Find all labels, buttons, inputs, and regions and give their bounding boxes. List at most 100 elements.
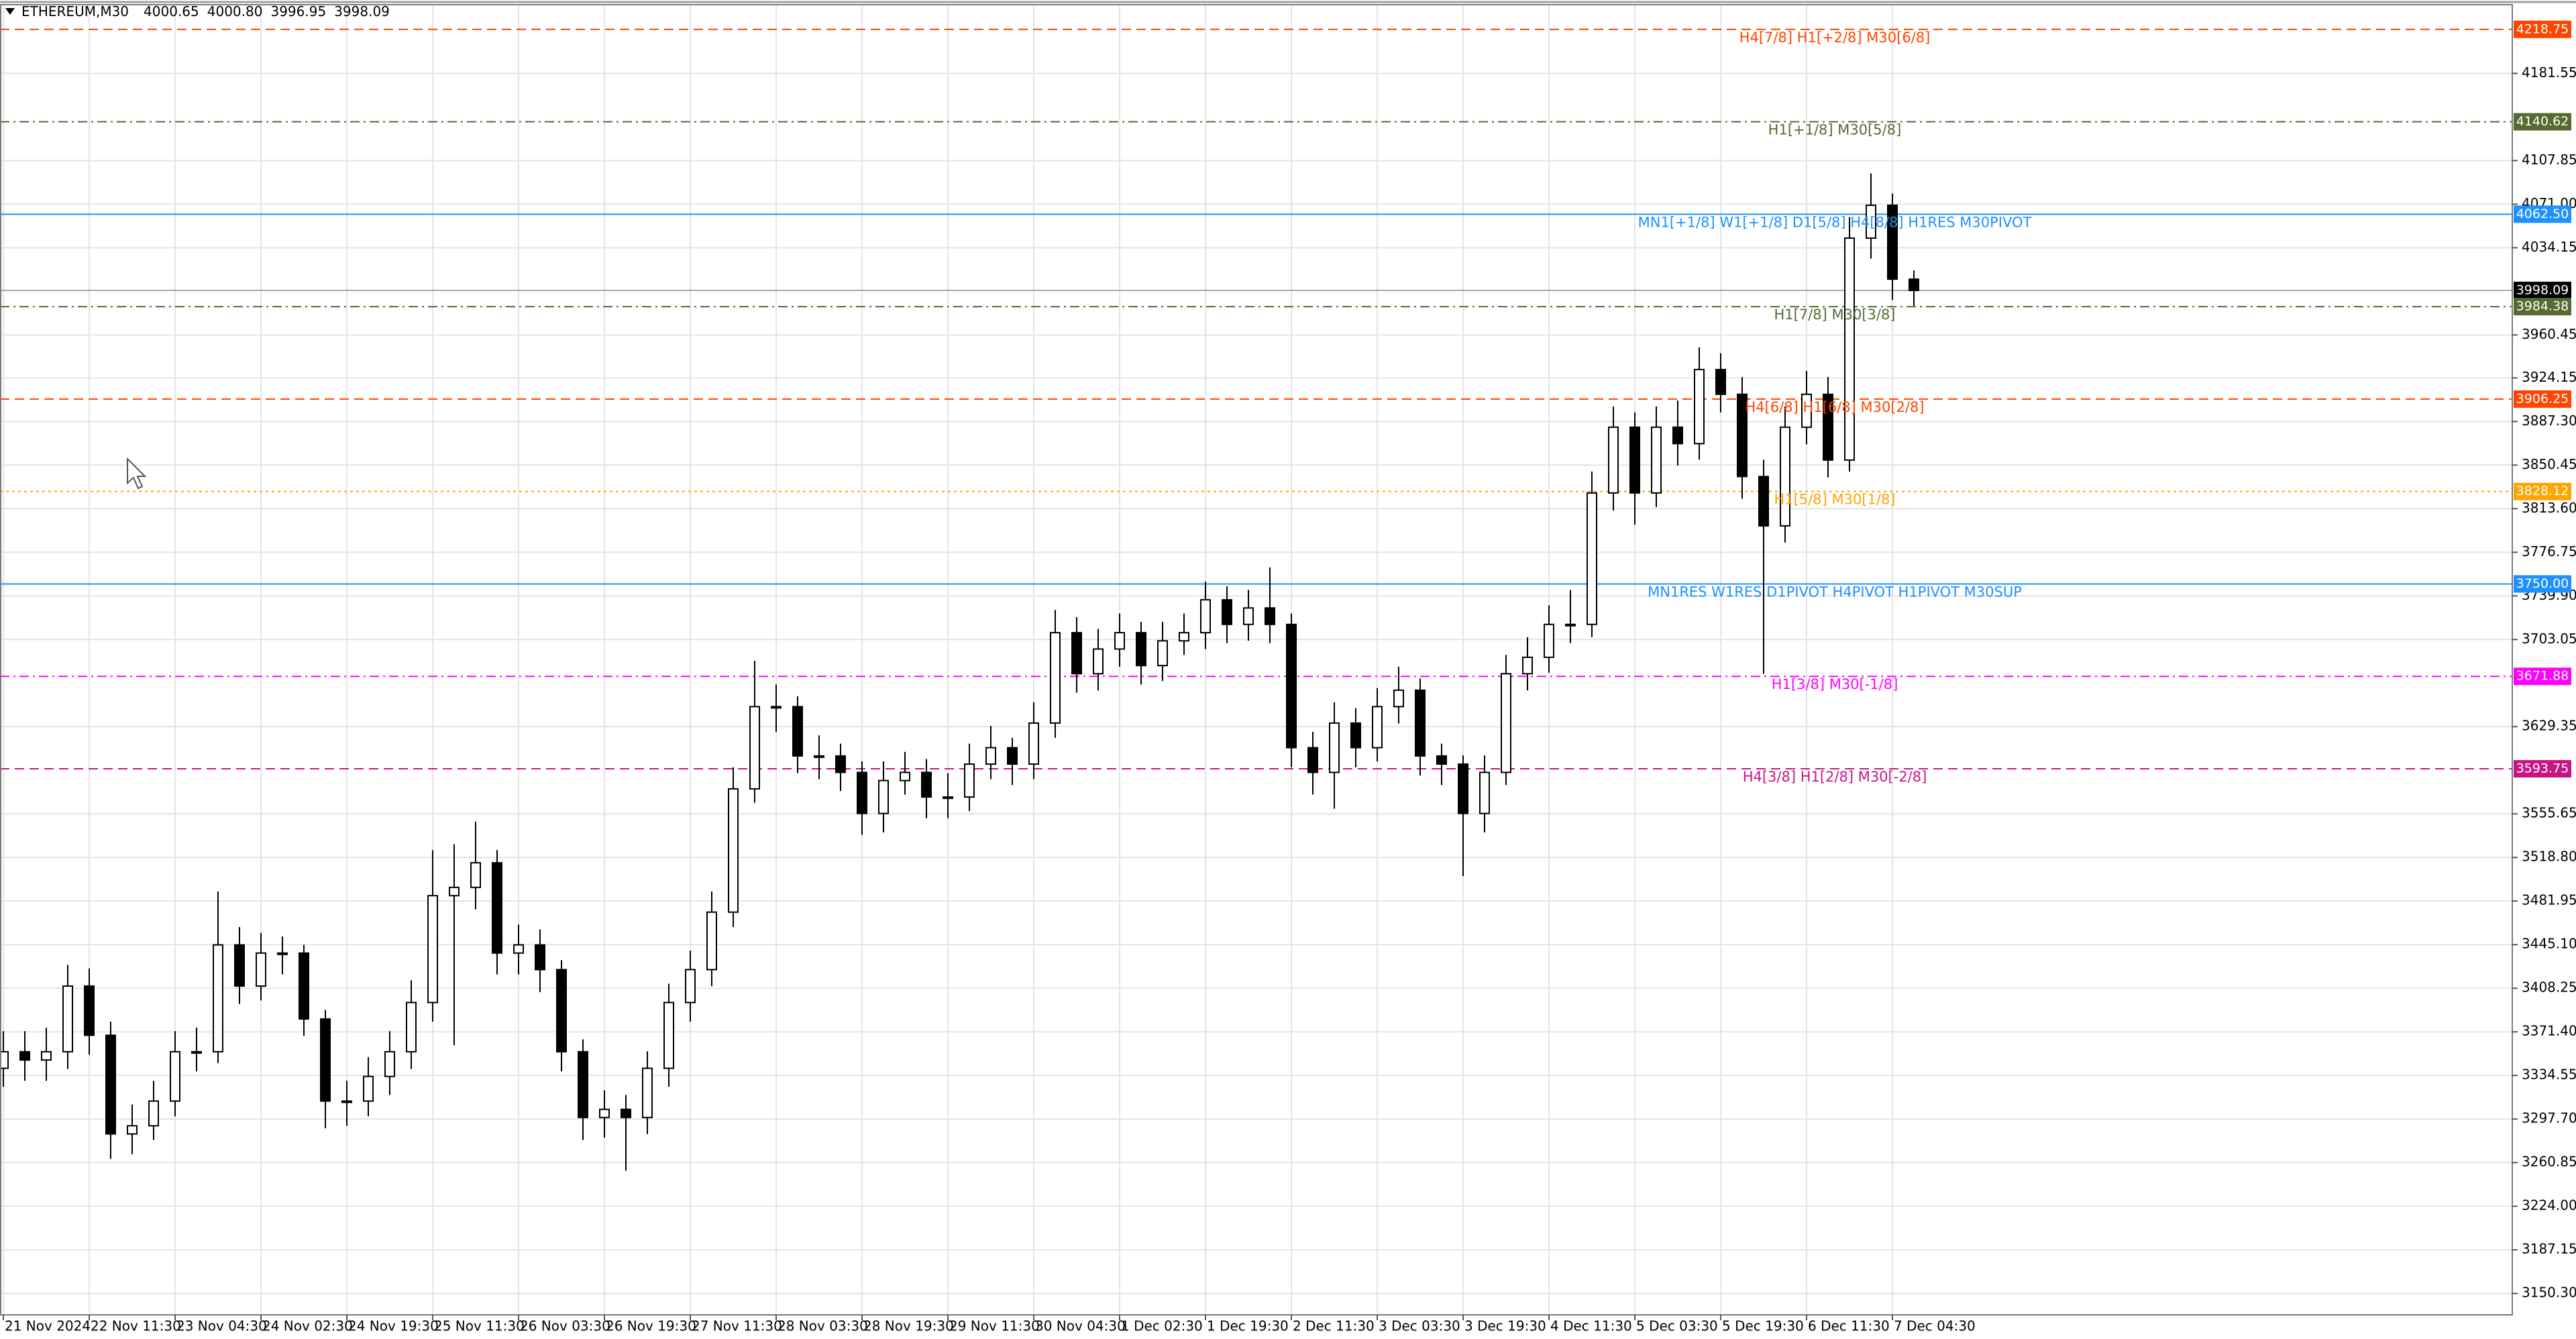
candle-body: [792, 706, 803, 757]
y-tick-label: 3445.10: [2522, 936, 2576, 952]
y-tick-label: 4181.55: [2522, 64, 2576, 81]
y-tick-label: 3518.80: [2522, 849, 2576, 865]
candle-body: [1587, 492, 1597, 625]
candle-body: [1286, 623, 1297, 749]
quote-close: 3998.09: [334, 3, 390, 19]
candle-body: [406, 1002, 417, 1053]
candle-body: [728, 788, 739, 913]
price-tag: [2514, 667, 2571, 686]
y-tick-label: 3776.75: [2522, 543, 2576, 559]
price-tag-label: 3998.09: [2516, 282, 2569, 297]
candle-body: [1200, 599, 1211, 634]
candle-body: [1629, 426, 1640, 494]
candle-body: [1265, 607, 1275, 625]
candle-body: [41, 1051, 52, 1061]
x-tick-label: 24 Nov 19:30: [348, 1318, 439, 1334]
candle-body: [1071, 632, 1082, 675]
candle-body: [1415, 689, 1426, 757]
level-label: H1[+1/8] M30[5/8]: [1768, 122, 1902, 138]
candle-body: [84, 985, 95, 1036]
candle-body: [213, 944, 223, 1053]
x-tick-label: 5 Dec 19:30: [1722, 1318, 1804, 1334]
candle-body: [621, 1108, 631, 1118]
candle-body: [878, 780, 889, 814]
price-tag-label: 3593.75: [2516, 761, 2569, 776]
candle-body: [384, 1051, 395, 1077]
price-tag: [2514, 390, 2571, 408]
candle-body: [1007, 747, 1018, 765]
candle-body: [814, 755, 824, 758]
x-tick-label: 22 Nov 11:30: [91, 1318, 181, 1334]
candle-body: [1651, 426, 1662, 494]
candle-body: [900, 771, 910, 782]
price-tag-label: 3750.00: [2516, 576, 2569, 591]
candle-body: [127, 1125, 138, 1135]
y-tick-label: 3813.60: [2522, 500, 2576, 516]
candle-body: [256, 952, 266, 987]
candle-body: [1522, 656, 1533, 675]
x-tick-label: 26 Nov 19:30: [606, 1318, 696, 1334]
x-tick-label: 25 Nov 11:30: [434, 1318, 525, 1334]
level-label: H4[3/8] H1[2/8] M30[-2/8]: [1743, 769, 1927, 785]
candle-body: [857, 771, 867, 814]
candle-body: [234, 944, 245, 987]
candle-body: [1909, 278, 1919, 291]
x-tick-label: 24 Nov 02:30: [262, 1318, 353, 1334]
candle-body: [943, 796, 953, 800]
grid-layer: [0, 5, 2512, 1315]
candle-body: [1050, 632, 1061, 724]
y-tick-label: 3334.55: [2522, 1067, 2576, 1083]
candle-body: [470, 862, 481, 888]
candle-body: [1758, 476, 1769, 527]
price-tag: [2514, 760, 2571, 778]
x-tick-label: 30 Nov 04:30: [1035, 1318, 1126, 1334]
candle-body: [19, 1051, 30, 1061]
candle-body: [1844, 237, 1855, 461]
candle-body: [706, 911, 717, 971]
candle-body: [341, 1100, 352, 1104]
candle-body: [1028, 722, 1039, 765]
y-tick-label: 3481.95: [2522, 892, 2576, 908]
candle-body: [556, 969, 567, 1053]
x-tick-label: 21 Nov 2024: [5, 1318, 91, 1334]
x-tick-label: 29 Nov 11:30: [949, 1318, 1040, 1334]
price-tag: [2514, 20, 2571, 38]
y-tick-label: 3260.85: [2522, 1154, 2576, 1170]
x-tick-label: 27 Nov 11:30: [692, 1318, 782, 1334]
candle-body: [1393, 689, 1404, 708]
candle-body: [1544, 623, 1554, 658]
candle-body: [513, 944, 524, 954]
candle-body: [1672, 426, 1683, 445]
chart-header: ETHEREUM,M30 4000.65 4000.80 3996.95 3998.09: [21, 3, 390, 19]
price-tag: [2514, 205, 2571, 223]
y-tick-label: 3371.40: [2522, 1023, 2576, 1039]
candle-body: [1479, 771, 1490, 814]
price-tag: [2514, 113, 2571, 131]
tag-layer: 4218.75 4140.62 4062.50 3998.09 3984.38 3906.…: [2514, 20, 2571, 778]
candle-body: [320, 1018, 331, 1102]
level-label: MN1RES W1RES D1PIVOT H4PIVOT H1PIVOT M30…: [1648, 584, 2022, 600]
candle-body: [685, 969, 696, 1004]
candle-body: [835, 755, 846, 773]
menu-arrow[interactable]: [5, 8, 15, 15]
x-tick-label: 26 Nov 03:30: [520, 1318, 610, 1334]
y-tick-label: 3297.70: [2522, 1110, 2576, 1126]
x-tick-label: 6 Dec 11:30: [1808, 1318, 1890, 1334]
candle-body: [170, 1051, 180, 1102]
candle-body: [1608, 426, 1619, 494]
quote-high: 4000.80: [207, 3, 263, 19]
candle-body: [578, 1051, 588, 1118]
x-tick-label: 1 Dec 02:30: [1121, 1318, 1203, 1334]
candle-body: [985, 747, 996, 765]
x-tick-label: 4 Dec 11:30: [1550, 1318, 1632, 1334]
candle-body: [1458, 763, 1468, 814]
level-label: H1[7/8] M30[3/8]: [1774, 307, 1895, 323]
x-tick-label: 3 Dec 19:30: [1464, 1318, 1546, 1334]
y-tick-label: 4107.85: [2522, 152, 2576, 168]
price-tag-label: 3984.38: [2516, 299, 2569, 314]
candle-body: [1114, 632, 1125, 650]
candle-body: [771, 706, 782, 709]
candle-body: [1136, 632, 1146, 667]
price-tag-label: 3906.25: [2516, 391, 2569, 406]
